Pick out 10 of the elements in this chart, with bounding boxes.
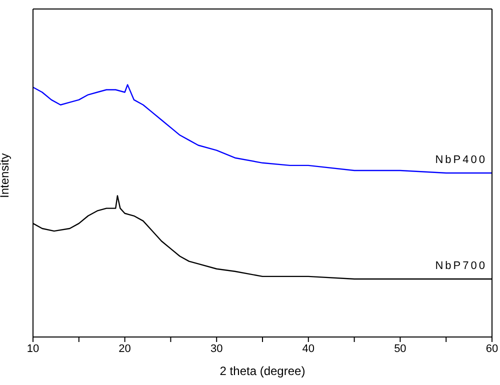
x-tick-label: 60 [486,342,498,355]
y-axis-title: Intensity [0,153,12,198]
x-tick-label: 10 [26,342,40,355]
series-label: NbP400 [435,154,487,166]
x-axis-title: 2 theta (degree) [220,364,306,378]
series-label: NbP700 [435,260,487,272]
x-tick-label: 50 [394,342,406,355]
x-tick-label: 20 [118,342,131,355]
x-tick-label: 40 [302,342,315,355]
x-tick-label: 30 [210,342,223,355]
